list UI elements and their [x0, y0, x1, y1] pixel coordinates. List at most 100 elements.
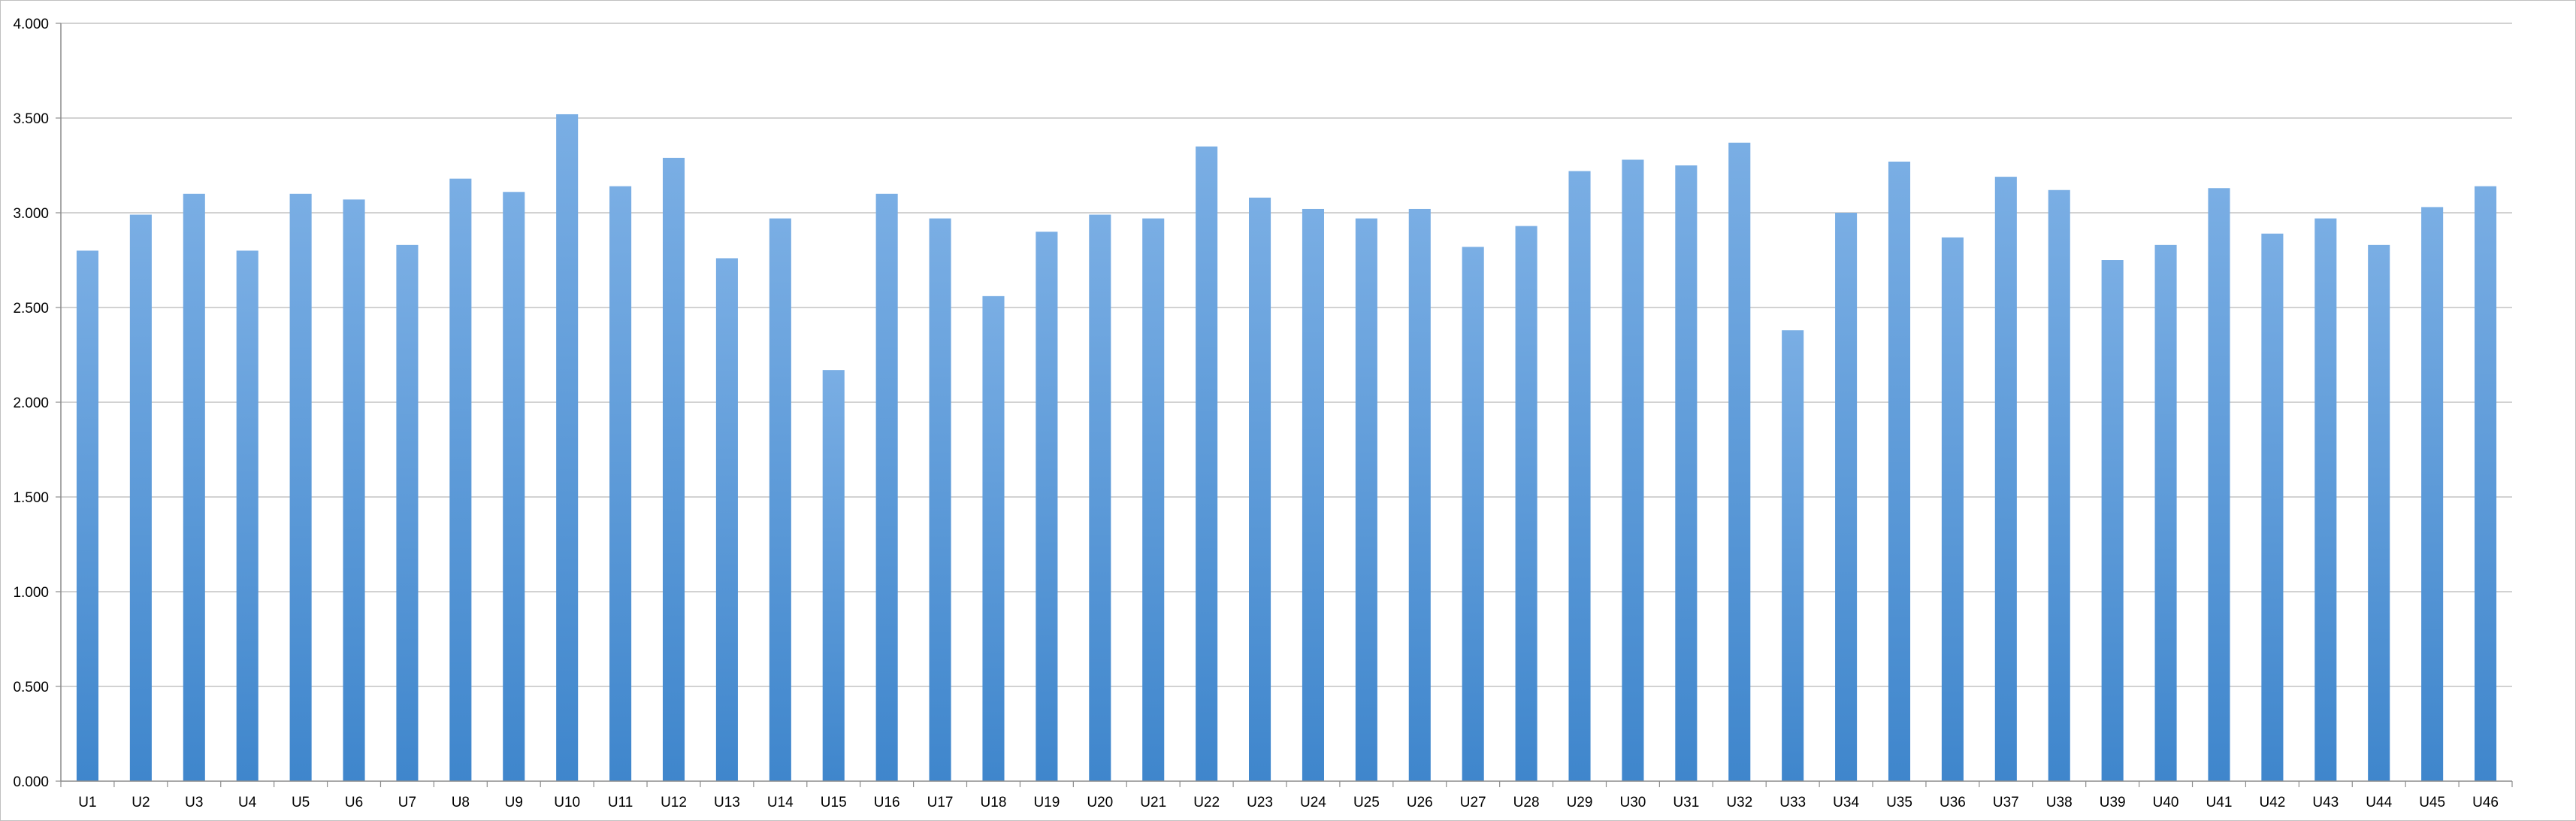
bar-u30: [1622, 159, 1644, 781]
bar-u28: [1515, 226, 1537, 781]
x-tick-label: U16: [874, 795, 900, 810]
bar-u15: [822, 370, 845, 781]
bar-u34: [1835, 213, 1858, 781]
x-tick-label: U45: [2419, 795, 2445, 810]
x-tick-label: U18: [981, 795, 1007, 810]
x-tick-label: U2: [132, 795, 150, 810]
x-tick-label: U26: [1407, 795, 1433, 810]
bar-u45: [2421, 207, 2444, 781]
bar-u31: [1675, 165, 1698, 781]
x-tick-label: U35: [1886, 795, 1912, 810]
bar-u36: [1941, 237, 1964, 781]
bar-u8: [449, 178, 472, 781]
bar-u12: [662, 157, 685, 782]
x-tick-label: U46: [2472, 795, 2499, 810]
bar-u3: [183, 193, 205, 781]
x-tick-label: U25: [1353, 795, 1380, 810]
x-tick-label: U22: [1193, 795, 1220, 810]
x-tick-label: U31: [1673, 795, 1699, 810]
bar-u44: [2368, 244, 2390, 782]
bar-u19: [1036, 232, 1058, 781]
x-tick-label: U1: [78, 795, 96, 810]
x-tick-label: U21: [1140, 795, 1166, 810]
x-tick-label: U29: [1567, 795, 1593, 810]
y-tick-label: 2.000: [13, 395, 49, 411]
x-tick-label: U12: [661, 795, 687, 810]
bar-u13: [715, 258, 738, 782]
bar-u42: [2261, 233, 2284, 782]
bar-u38: [2048, 189, 2070, 781]
bars: [76, 114, 2497, 782]
y-tick-label: 0.000: [13, 774, 49, 790]
x-tick-label: U7: [398, 795, 416, 810]
bar-u5: [289, 193, 312, 781]
y-tick-label: 1.000: [13, 585, 49, 601]
x-tick-label: U15: [821, 795, 847, 810]
x-tick-label: U11: [608, 795, 633, 810]
x-tick-label: U41: [2206, 795, 2233, 810]
x-tick-label: U9: [505, 795, 523, 810]
x-tick-label: U39: [2100, 795, 2126, 810]
x-tick-label: U38: [2046, 795, 2073, 810]
x-tick-label: U30: [1620, 795, 1646, 810]
bar-u21: [1142, 218, 1165, 781]
x-tick-label: U42: [2259, 795, 2285, 810]
bar-u11: [609, 186, 632, 782]
x-tick-label: U32: [1726, 795, 1752, 810]
y-tick-label: 3.500: [13, 111, 49, 127]
x-tick-label: U13: [714, 795, 740, 810]
bar-u23: [1249, 197, 1271, 782]
x-tick-label: U10: [554, 795, 580, 810]
bar-u18: [982, 295, 1005, 781]
bar-u26: [1408, 208, 1431, 782]
y-tick-label: 4.000: [13, 17, 49, 32]
bar-u29: [1568, 171, 1591, 781]
x-tick-label: U20: [1087, 795, 1113, 810]
bar-u10: [556, 114, 579, 781]
bar-u6: [343, 199, 365, 781]
bar-u39: [2101, 260, 2124, 781]
bar-u43: [2314, 218, 2337, 781]
bar-u2: [129, 214, 152, 781]
bar-u16: [875, 193, 898, 781]
bar-u40: [2154, 244, 2177, 782]
bar-u20: [1089, 214, 1111, 781]
bar-u25: [1355, 218, 1377, 781]
bar-u17: [929, 218, 951, 781]
x-tick-label: U4: [238, 795, 257, 810]
bar-u24: [1302, 208, 1324, 782]
bar-u35: [1888, 161, 1911, 781]
bar-u9: [503, 192, 525, 781]
x-tick-label: U44: [2366, 795, 2392, 810]
x-tick-label: U8: [452, 795, 470, 810]
x-tick-label: U19: [1033, 795, 1060, 810]
bar-u14: [769, 218, 791, 781]
x-tick-label: U6: [345, 795, 363, 810]
x-tick-label: U36: [1940, 795, 1966, 810]
x-tick-label: U27: [1460, 795, 1486, 810]
x-tick-label: U3: [185, 795, 203, 810]
axes: [56, 23, 2513, 787]
bar-u32: [1728, 142, 1751, 781]
bar-u27: [1462, 247, 1484, 781]
bar-u22: [1196, 146, 1218, 782]
x-tick-label: U33: [1779, 795, 1806, 810]
x-tick-label: U28: [1513, 795, 1540, 810]
x-tick-label: U37: [1993, 795, 2019, 810]
y-tick-label: 2.500: [13, 301, 49, 317]
x-tick-label: U5: [292, 795, 310, 810]
x-tick-label: U17: [927, 795, 954, 810]
bar-u33: [1782, 330, 1804, 781]
x-tick-label: U24: [1300, 795, 1326, 810]
x-tick-label: U43: [2312, 795, 2339, 810]
x-tick-label: U14: [767, 795, 794, 810]
bar-u4: [236, 250, 259, 781]
y-tick-label: 0.500: [13, 680, 49, 695]
y-tick-label: 3.000: [13, 206, 49, 222]
x-tick-label: U23: [1247, 795, 1273, 810]
bar-u46: [2475, 186, 2497, 782]
gridlines: [61, 23, 2512, 687]
x-tick-label: U40: [2153, 795, 2179, 810]
